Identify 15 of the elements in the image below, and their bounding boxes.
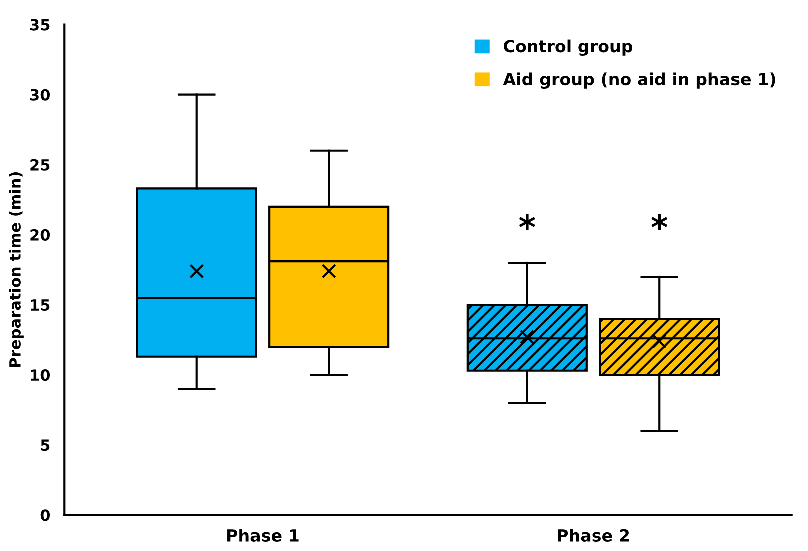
- y-tick-label: 25: [30, 159, 50, 171]
- annotation: *: [519, 214, 536, 230]
- y-tick-label: 20: [30, 229, 50, 241]
- x-tick-label: Phase 2: [558, 529, 630, 542]
- y-tick-label: 0: [40, 510, 50, 522]
- x-tick-label: Phase 1: [228, 529, 299, 542]
- legend-label: Aid group (no aid in phase 1): [503, 72, 776, 89]
- legend-label: Control group: [504, 40, 633, 56]
- y-axis-title: Preparation time (min): [9, 172, 24, 368]
- y-tick-label: 15: [31, 300, 50, 312]
- annotation: *: [652, 214, 668, 230]
- y-tick-label: 10: [31, 370, 50, 382]
- y-tick-label: 30: [30, 89, 50, 101]
- y-tick-label: 35: [30, 19, 50, 31]
- y-tick-label: 5: [41, 440, 50, 452]
